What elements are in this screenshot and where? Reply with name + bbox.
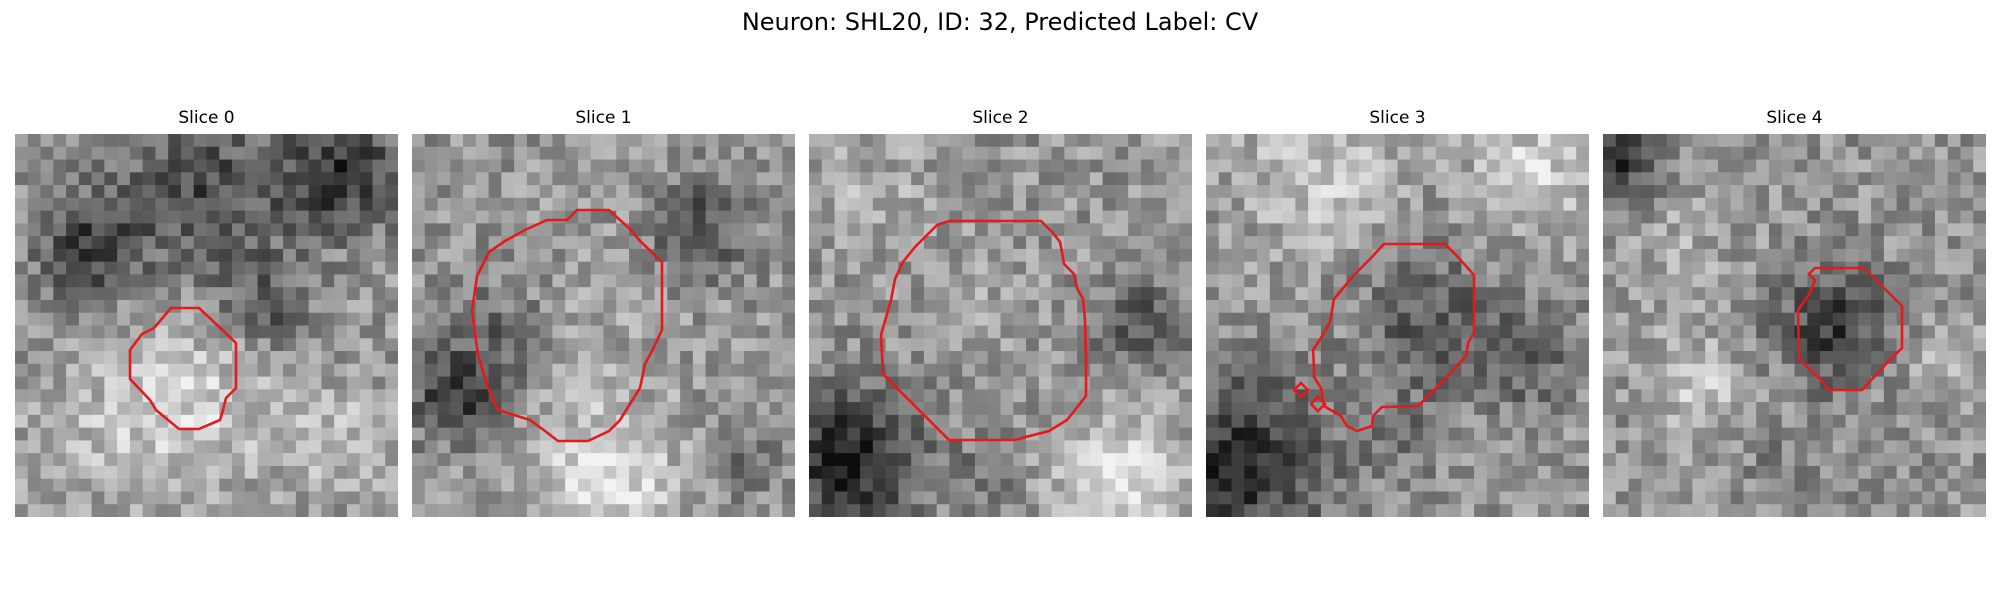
slice-image-4 [1603, 134, 1986, 517]
figure-title: Neuron: SHL20, ID: 32, Predicted Label: … [741, 8, 1259, 36]
slice-outline-3 [1311, 242, 1476, 433]
slice-pixels-4 [1603, 134, 1986, 517]
slice-title-4: Slice 4 [1766, 108, 1823, 128]
slice-image-1 [412, 134, 795, 517]
slice-speck-3a [1292, 381, 1310, 399]
slice-pixels-3 [1206, 134, 1589, 517]
slice-title-2: Slice 2 [972, 108, 1029, 128]
slice-outline-1 [470, 208, 664, 443]
slice-panel-4: Slice 4 [1603, 108, 1986, 518]
slice-outline-4 [1796, 266, 1904, 392]
slice-pixels-0 [15, 134, 398, 517]
slice-image-0 [15, 134, 398, 517]
slice-panel-0: Slice 0 [15, 108, 398, 518]
slice-panel-3: Slice 3 [1206, 108, 1589, 518]
slice-speck-3b [1309, 395, 1327, 413]
slice-pixels-1 [412, 134, 795, 517]
slice-outline-2 [879, 219, 1088, 442]
slice-title-0: Slice 0 [178, 108, 235, 128]
slice-pixels-2 [809, 134, 1192, 517]
slice-panel-1: Slice 1 [412, 108, 795, 518]
slice-image-3 [1206, 134, 1589, 517]
slice-title-1: Slice 1 [575, 108, 632, 128]
slice-panel-2: Slice 2 [809, 108, 1192, 518]
slice-image-2 [809, 134, 1192, 517]
slice-title-3: Slice 3 [1369, 108, 1426, 128]
slice-outline-0 [128, 306, 238, 431]
